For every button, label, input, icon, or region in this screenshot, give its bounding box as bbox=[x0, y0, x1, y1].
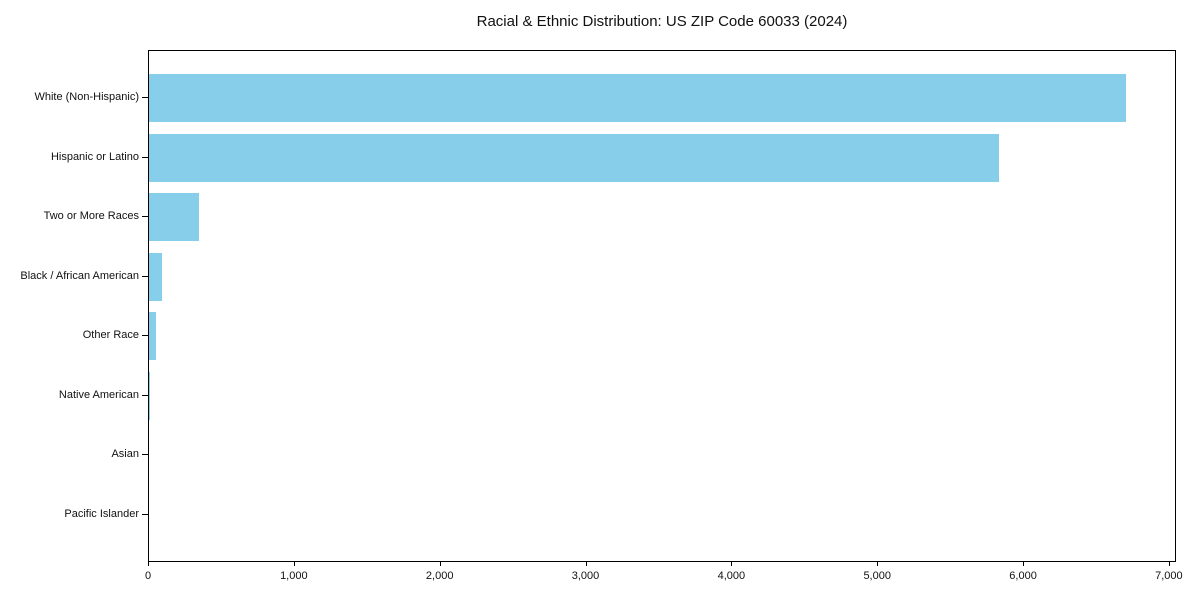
x-tick-mark bbox=[148, 562, 149, 566]
bar-hispanic-or-latino bbox=[149, 133, 999, 182]
plot-area bbox=[148, 50, 1176, 562]
y-tick-mark bbox=[142, 156, 148, 158]
x-tick-label: 2,000 bbox=[425, 570, 454, 582]
x-tick-mark bbox=[293, 562, 295, 566]
y-tick-label: White (Non-Hispanic) bbox=[34, 91, 139, 103]
x-tick-label: 4,000 bbox=[717, 570, 746, 582]
x-tick-label: 5,000 bbox=[863, 570, 891, 582]
y-tick-label: Two or More Races bbox=[43, 210, 139, 223]
y-tick-label: Other Race bbox=[82, 329, 139, 342]
y-tick-mark bbox=[142, 513, 148, 515]
bar-black-african-american bbox=[149, 252, 163, 301]
y-tick-mark bbox=[142, 394, 148, 396]
y-tick-mark bbox=[142, 335, 148, 337]
y-tick-label: Pacific Islander bbox=[64, 507, 139, 520]
chart-title: Racial & Ethnic Distribution: US ZIP Cod… bbox=[476, 13, 848, 30]
y-tick-mark bbox=[142, 97, 148, 98]
x-tick-label: 1,000 bbox=[280, 570, 308, 582]
bar-white-non-hispanic bbox=[149, 74, 1127, 122]
bar-two-or-more-races bbox=[149, 193, 200, 242]
x-tick-label: 0 bbox=[144, 570, 152, 582]
x-tick-label: 3,000 bbox=[571, 570, 600, 582]
y-tick-mark bbox=[142, 216, 148, 218]
y-tick-label: Black / African American bbox=[20, 269, 139, 282]
y-tick-mark bbox=[142, 454, 148, 456]
x-tick-mark bbox=[877, 562, 879, 566]
x-tick-mark bbox=[439, 562, 441, 566]
y-tick-mark bbox=[142, 275, 148, 277]
x-tick-mark bbox=[731, 562, 733, 566]
x-tick-mark bbox=[1023, 562, 1025, 566]
bar-other-race bbox=[149, 312, 156, 361]
y-tick-label: Asian bbox=[111, 448, 139, 461]
x-tick-mark bbox=[1168, 562, 1170, 566]
x-tick-label: 7,000 bbox=[1155, 570, 1183, 582]
bar-native-american bbox=[149, 371, 151, 420]
y-tick-label: Hispanic or Latino bbox=[50, 150, 139, 163]
x-tick-label: 6,000 bbox=[1009, 570, 1037, 582]
x-tick-mark bbox=[585, 562, 587, 566]
y-tick-label: Native American bbox=[58, 388, 139, 401]
